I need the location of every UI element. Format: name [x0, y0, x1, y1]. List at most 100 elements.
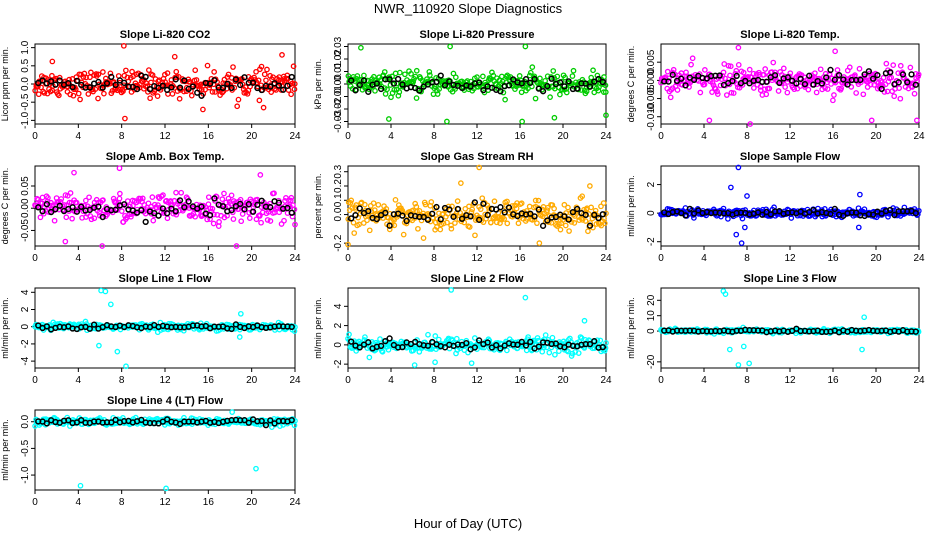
x-tick-label: 16	[203, 253, 215, 264]
reference-point	[827, 210, 834, 218]
data-point	[204, 216, 211, 223]
data-point	[817, 66, 824, 73]
reference-point	[591, 338, 598, 345]
data-point	[525, 334, 531, 340]
reference-point	[254, 201, 261, 209]
reference-point	[95, 78, 102, 86]
data-point	[128, 213, 134, 220]
reference-point	[678, 75, 685, 82]
data-point	[420, 235, 427, 241]
x-tick-label: 24	[289, 253, 301, 264]
reference-point	[475, 337, 483, 344]
data-point	[100, 197, 106, 203]
reference-point	[484, 211, 491, 219]
reference-point	[373, 215, 380, 223]
y-tick-label: 0.5	[20, 58, 31, 72]
reference-point	[176, 84, 184, 91]
data-point	[361, 72, 367, 79]
data-point	[535, 197, 542, 204]
data-point	[770, 59, 777, 66]
data-point	[597, 337, 604, 344]
reference-point	[441, 82, 449, 89]
data-point	[204, 62, 211, 69]
reference-points	[348, 199, 606, 229]
reference-point	[865, 68, 873, 75]
data-point	[896, 85, 903, 91]
reference-point	[586, 222, 594, 229]
data-point	[594, 72, 601, 79]
data-point	[225, 71, 232, 78]
x-tick-label: 0	[32, 131, 38, 142]
data-point	[549, 334, 556, 341]
reference-point	[835, 71, 843, 79]
series-points	[345, 287, 609, 368]
x-tick-label: 20	[870, 253, 882, 264]
reference-point	[211, 195, 218, 202]
reference-point	[878, 85, 885, 93]
data-point	[592, 80, 599, 86]
reference-point	[810, 206, 817, 214]
data-point	[234, 103, 241, 110]
data-point	[95, 71, 102, 78]
reference-point	[595, 214, 602, 222]
reference-point	[352, 87, 359, 94]
y-tick-label: -0.010	[646, 102, 657, 131]
y-tick-label: -0.05	[20, 219, 31, 242]
data-point	[911, 90, 918, 97]
reference-point	[382, 337, 389, 345]
data-point	[453, 335, 460, 342]
reference-point	[69, 84, 76, 91]
data-point	[181, 88, 187, 95]
y-tick-label: -0.5	[20, 439, 31, 457]
reference-point	[219, 84, 227, 91]
data-point	[714, 88, 720, 95]
outlier-point	[735, 362, 742, 368]
outlier-point	[744, 193, 750, 199]
reference-point	[818, 80, 826, 87]
reference-point	[65, 80, 72, 87]
data-point	[263, 77, 269, 84]
reference-point	[399, 81, 406, 88]
outlier-point	[447, 43, 453, 50]
data-point	[714, 91, 721, 97]
data-point	[432, 333, 439, 339]
panel-title: Slope Line 2 Flow	[431, 273, 524, 285]
reference-point	[52, 206, 59, 213]
data-point	[107, 70, 114, 77]
y-axis-label: ml/min per min.	[0, 419, 10, 481]
panel-6: Slope Sample Flow ml/min per min. 0 4 8 12 16 2…	[626, 151, 925, 264]
x-tick-label: 20	[246, 375, 258, 386]
data-point	[264, 217, 271, 223]
data-point	[287, 197, 294, 204]
panel-title: Slope Li-820 Pressure	[420, 29, 535, 41]
reference-point	[776, 208, 783, 215]
reference-point	[793, 80, 800, 87]
reference-point	[151, 209, 158, 217]
reference-point	[695, 207, 702, 214]
data-point	[360, 220, 367, 226]
x-tick-label: 20	[870, 131, 882, 142]
data-point	[372, 87, 378, 94]
x-tick-label: 8	[119, 497, 125, 508]
data-point	[153, 205, 160, 211]
reference-point	[112, 416, 119, 423]
x-tick-label: 20	[246, 131, 258, 142]
outlier-point	[279, 52, 285, 58]
data-point	[425, 331, 431, 338]
x-tick-label: 12	[784, 253, 796, 264]
x-tick-label: 24	[289, 497, 301, 508]
data-point	[471, 335, 478, 341]
reference-point	[840, 76, 847, 83]
outlier-point	[747, 121, 754, 127]
reference-point	[245, 419, 252, 426]
data-point	[154, 93, 161, 100]
data-point	[557, 226, 564, 233]
data-point	[709, 89, 715, 95]
data-point	[75, 90, 82, 97]
reference-point	[433, 203, 440, 211]
data-point	[772, 69, 778, 76]
data-point	[381, 69, 388, 75]
data-point	[88, 69, 94, 76]
data-point	[488, 219, 494, 226]
